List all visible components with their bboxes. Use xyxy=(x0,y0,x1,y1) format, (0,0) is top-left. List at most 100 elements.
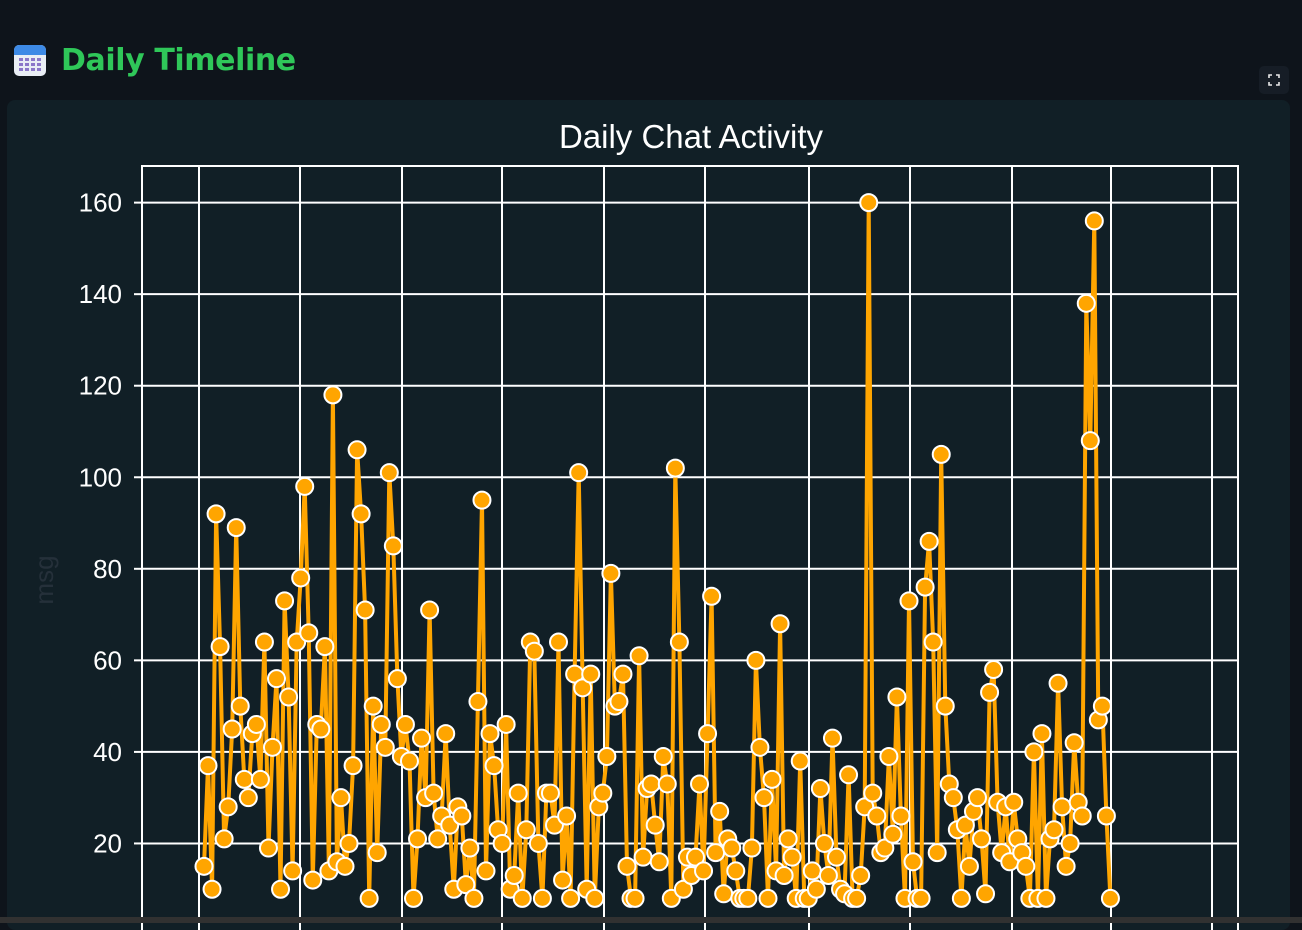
data-point xyxy=(649,852,669,872)
data-point xyxy=(424,783,444,803)
data-point xyxy=(528,833,548,853)
data-point xyxy=(271,879,291,899)
data-point xyxy=(746,650,766,670)
fullscreen-button[interactable] xyxy=(1259,66,1289,94)
data-point xyxy=(1052,797,1072,817)
data-point xyxy=(1032,724,1052,744)
data-point xyxy=(742,838,762,858)
data-point xyxy=(665,458,685,478)
data-point xyxy=(685,847,705,867)
data-point xyxy=(1048,673,1068,693)
data-point xyxy=(883,824,903,844)
data-point xyxy=(218,797,238,817)
data-point xyxy=(1092,696,1112,716)
data-point xyxy=(343,756,363,776)
data-point xyxy=(702,586,722,606)
data-point xyxy=(806,879,826,899)
bottom-scrollbar xyxy=(0,917,1302,923)
data-point xyxy=(839,765,859,785)
data-point xyxy=(553,870,573,890)
data-point xyxy=(585,888,605,908)
data-point xyxy=(230,696,250,716)
data-point xyxy=(1024,742,1044,762)
data-point xyxy=(516,820,536,840)
data-point xyxy=(283,861,303,881)
data-point xyxy=(387,669,407,689)
data-point xyxy=(484,756,504,776)
data-point xyxy=(597,746,617,766)
data-point xyxy=(335,856,355,876)
chart-card: Daily Chat Activity msg 20 40 60 80 100 120 14… xyxy=(7,100,1290,930)
data-point xyxy=(984,660,1004,680)
series-polyline xyxy=(202,200,1113,901)
data-point xyxy=(399,751,419,771)
fullscreen-icon xyxy=(1268,74,1280,86)
y-axis-label: msg xyxy=(29,555,59,604)
data-point xyxy=(379,463,399,483)
data-point xyxy=(267,669,287,689)
data-point xyxy=(955,815,975,835)
data-point xyxy=(355,600,375,620)
data-point xyxy=(629,646,649,666)
data-point xyxy=(859,193,879,213)
data-point xyxy=(254,632,274,652)
data-point xyxy=(818,865,838,885)
data-point xyxy=(303,870,323,890)
data-point xyxy=(782,847,802,867)
data-point xyxy=(226,518,246,538)
data-point xyxy=(206,504,226,524)
data-point xyxy=(210,637,230,657)
data-point xyxy=(234,769,254,789)
data-point xyxy=(790,751,810,771)
y-ticks: 20 40 60 80 100 120 140 160 xyxy=(79,188,142,858)
data-point xyxy=(512,888,532,908)
data-point xyxy=(1016,856,1036,876)
data-point xyxy=(472,490,492,510)
data-point xyxy=(967,788,987,808)
data-point xyxy=(403,888,423,908)
data-point xyxy=(480,724,500,744)
data-point xyxy=(802,861,822,881)
data-point xyxy=(412,728,432,748)
y-tick-label: 20 xyxy=(93,828,122,858)
y-tick-label: 120 xyxy=(79,371,122,401)
data-point xyxy=(1084,211,1104,231)
data-point xyxy=(774,865,794,885)
data-point xyxy=(1080,431,1100,451)
data-point xyxy=(279,687,299,707)
data-point xyxy=(561,888,581,908)
data-point xyxy=(476,861,496,881)
data-point xyxy=(931,444,951,464)
data-point xyxy=(951,888,971,908)
data-point xyxy=(420,600,440,620)
data-point xyxy=(972,829,992,849)
data-point xyxy=(847,888,867,908)
data-point xyxy=(593,783,613,803)
data-point xyxy=(456,875,476,895)
data-point xyxy=(351,504,371,524)
data-point xyxy=(367,843,387,863)
data-point xyxy=(625,888,645,908)
data-point xyxy=(549,632,569,652)
data-point xyxy=(383,536,403,556)
data-point xyxy=(492,833,512,853)
data-point xyxy=(980,682,1000,702)
data-point xyxy=(198,756,218,776)
data-point xyxy=(887,687,907,707)
page-title: Daily Timeline xyxy=(61,42,296,78)
daily-activity-chart: Daily Chat Activity msg 20 40 60 80 100 120 14… xyxy=(29,118,1239,930)
data-point xyxy=(758,888,778,908)
data-point xyxy=(867,806,887,826)
data-point xyxy=(258,838,278,858)
data-point xyxy=(762,769,782,789)
y-tick-label: 140 xyxy=(79,279,122,309)
data-point xyxy=(722,838,742,858)
data-point xyxy=(770,614,790,634)
data-point xyxy=(1004,792,1024,812)
data-point xyxy=(617,856,637,876)
data-point xyxy=(669,632,689,652)
data-point xyxy=(903,852,923,872)
data-point xyxy=(851,865,871,885)
data-point xyxy=(375,737,395,757)
data-point xyxy=(291,568,311,588)
